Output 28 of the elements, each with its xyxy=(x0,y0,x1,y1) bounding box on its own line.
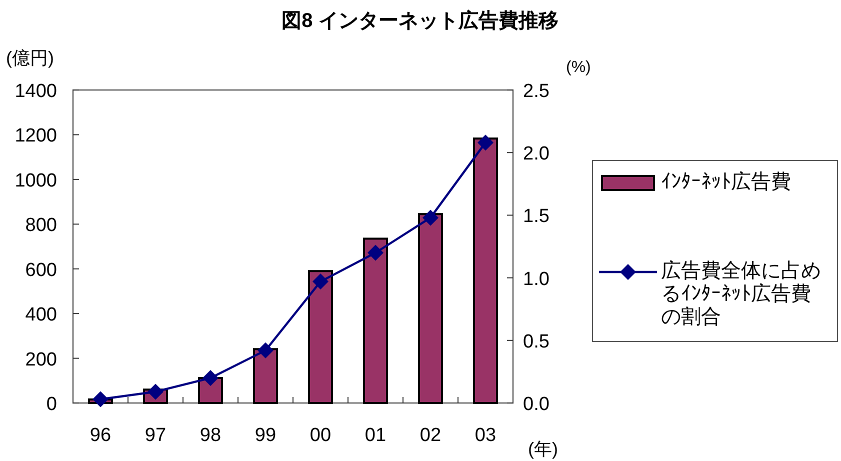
y-tick-label: 400 xyxy=(25,304,57,326)
y-tick-label: 1200 xyxy=(14,126,57,147)
y2-tick-label: 0.0 xyxy=(523,394,550,415)
x-tick-label: 02 xyxy=(420,425,442,446)
x-tick-label: 98 xyxy=(200,425,222,446)
y2-tick-label: 1.5 xyxy=(523,206,550,228)
legend-label: ｲﾝﾀｰﾈｯﾄ広告費 xyxy=(661,171,791,193)
y-tick-label: 1400 xyxy=(14,81,57,102)
y-tick-label: 800 xyxy=(25,215,57,236)
y2-tick-label: 1.0 xyxy=(523,268,550,290)
y-tick-label: 0 xyxy=(46,394,57,415)
y-tick-label: 600 xyxy=(25,260,57,281)
chart-title: 図8 インターネット広告費推移 xyxy=(282,9,558,32)
x-tick-label: 99 xyxy=(254,425,276,446)
x-tick-label: 03 xyxy=(474,425,496,446)
x-tick-label: 00 xyxy=(310,425,332,446)
y-tick-label: 200 xyxy=(25,349,57,370)
x-axis-title: (年) xyxy=(528,439,558,459)
y2-tick-label: 2.5 xyxy=(523,81,550,102)
legend-label: 広告費全体に占めるｲﾝﾀｰﾈｯﾄ広告費の割合 xyxy=(661,260,821,328)
y2-tick-label: 0.5 xyxy=(523,331,550,352)
x-tick-label: 97 xyxy=(144,425,166,446)
x-tick-label: 96 xyxy=(90,425,112,446)
y2-axis-title: (%) xyxy=(566,59,591,76)
y2-tick-label: 2.0 xyxy=(523,144,550,165)
y-tick-label: 1000 xyxy=(14,170,57,192)
y-axis-title: (億円) xyxy=(6,48,54,68)
x-tick-label: 01 xyxy=(364,425,386,446)
